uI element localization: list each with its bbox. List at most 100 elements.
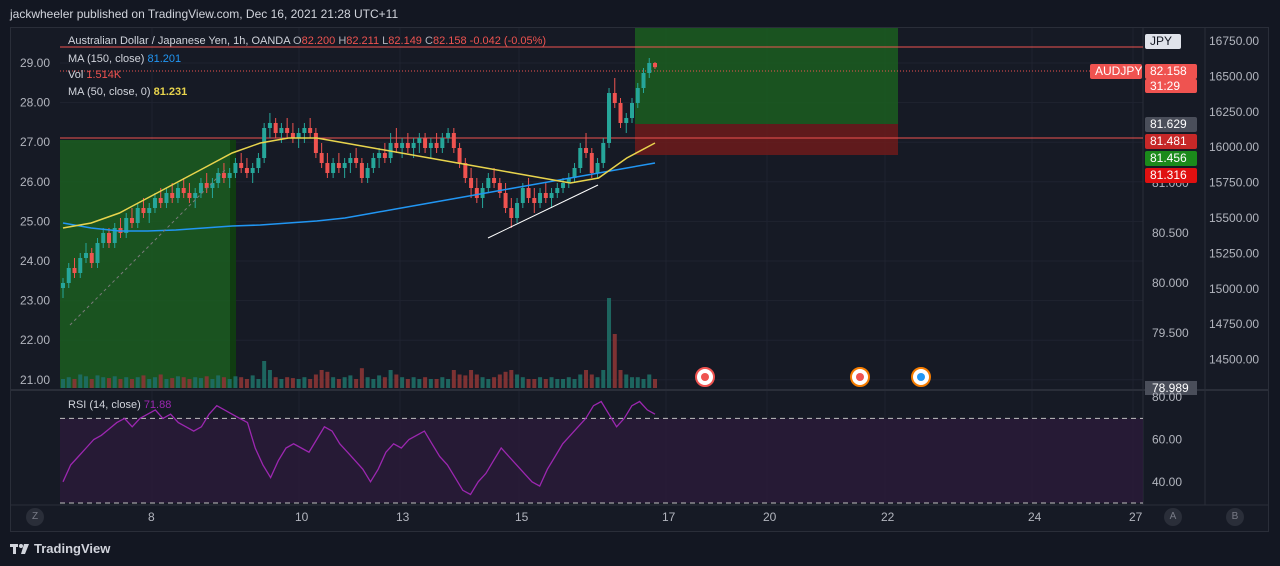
- volume-bar: [204, 376, 209, 388]
- candle-body: [400, 143, 405, 148]
- price-tag-4: 81.629: [1150, 117, 1187, 131]
- price-tag-bg-1: [1090, 64, 1142, 79]
- candle-body: [520, 188, 525, 203]
- volume-bar: [187, 379, 192, 388]
- candle-body: [538, 193, 543, 203]
- candle-body: [66, 268, 71, 283]
- candle-body: [198, 183, 203, 193]
- candle-body: [589, 153, 594, 173]
- candle-body: [308, 128, 313, 133]
- price-tag-0: JPY: [1150, 34, 1172, 48]
- legend-symbol-row: Australian Dollar / Japanese Yen, 1h, OA…: [68, 35, 546, 47]
- candle-body: [492, 178, 497, 183]
- volume-bar: [348, 375, 353, 388]
- candle-body: [428, 143, 433, 148]
- volume-bar: [170, 378, 175, 388]
- volume-bar: [61, 379, 65, 388]
- legend-vol-row[interactable]: Vol 1.514K: [68, 69, 121, 81]
- time-axis-label-4: 17: [662, 510, 676, 524]
- volume-bar: [124, 377, 129, 388]
- volume-bar: [210, 379, 215, 388]
- legend-ma150-row[interactable]: MA (150, close) 81.201: [68, 53, 181, 65]
- time-axis-label-5: 20: [763, 510, 777, 524]
- volume-bar: [440, 377, 445, 388]
- volume-bar: [244, 379, 249, 388]
- second-axis-label-7: 15000.00: [1209, 282, 1259, 296]
- candle-body: [348, 158, 353, 163]
- candle-body: [543, 193, 548, 198]
- candle-body: [578, 148, 583, 168]
- volume-bar: [336, 379, 341, 388]
- second-axis-button[interactable]: B: [1226, 508, 1244, 526]
- volume-bar: [520, 377, 525, 388]
- volume-bar: [273, 377, 278, 388]
- volume-bar: [319, 370, 324, 388]
- candle-body: [503, 193, 508, 208]
- volume-bar: [365, 377, 370, 388]
- candle-body: [170, 193, 175, 198]
- legend-vol-label: Vol: [68, 69, 84, 81]
- zoom-z-button[interactable]: Z: [26, 508, 44, 526]
- time-axis-label-1: 10: [295, 510, 309, 524]
- long-position-zone-left-edge: [230, 140, 236, 388]
- left-axis-label-2: 27.00: [20, 135, 50, 149]
- legend-ma50-value: 81.231: [153, 86, 188, 98]
- time-axis-label-8: 27: [1129, 510, 1143, 524]
- volume-bar: [417, 379, 422, 388]
- volume-bar: [233, 376, 238, 388]
- candle-body: [112, 228, 117, 243]
- volume-bar: [279, 379, 284, 388]
- price-tag-3: 31:29: [1150, 79, 1180, 93]
- legend-rsi-label: RSI (14, close): [68, 399, 141, 411]
- legend-h-value: 82.211: [346, 35, 380, 47]
- legend-ma50-row[interactable]: MA (50, close, 0) 81.231: [68, 86, 187, 98]
- volume-bar: [394, 374, 399, 388]
- legend-rsi-row[interactable]: RSI (14, close) 71.88: [68, 399, 171, 411]
- volume-bar: [342, 377, 347, 388]
- rsi-band-fill: [60, 418, 1143, 503]
- candle-body: [313, 133, 318, 153]
- volume-bar: [474, 374, 479, 388]
- candle-body: [572, 168, 577, 178]
- volume-bar: [647, 374, 652, 388]
- candle-body: [497, 183, 502, 193]
- time-axis-label-3: 15: [515, 510, 529, 524]
- volume-bar: [543, 379, 548, 388]
- volume-bar: [129, 379, 134, 388]
- second-axis-label-3: 16000.00: [1209, 140, 1259, 154]
- price-axis-label-2: 80.000: [1152, 276, 1189, 290]
- auto-scale-button[interactable]: A: [1164, 508, 1182, 526]
- candle-body: [532, 198, 537, 203]
- target-zone-right: [635, 28, 898, 124]
- time-axis-label-2: 13: [396, 510, 410, 524]
- candle-body: [354, 158, 359, 163]
- candle-body: [446, 133, 451, 138]
- volume-bar: [566, 377, 571, 388]
- volume-bar: [216, 375, 221, 388]
- candle-body: [141, 208, 146, 213]
- second-axis-label-4: 15750.00: [1209, 176, 1259, 190]
- volume-bar: [423, 377, 428, 388]
- volume-bar: [101, 377, 106, 388]
- time-axis-label-0: 8: [148, 510, 155, 524]
- tradingview-brand: TradingView: [34, 541, 111, 556]
- volume-bar: [555, 379, 560, 388]
- legend-rsi-value: 71.88: [143, 399, 172, 411]
- left-axis-label-1: 28.00: [20, 96, 50, 110]
- candle-body: [377, 153, 382, 158]
- candle-body: [630, 103, 635, 118]
- publish-caption: jackwheeler published on TradingView.com…: [10, 7, 399, 21]
- price-tag-5: 81.481: [1150, 134, 1187, 148]
- ma50-line: [62, 137, 656, 229]
- second-axis-label-9: 14500.00: [1209, 353, 1259, 367]
- volume-bar: [428, 379, 433, 388]
- candle-body: [72, 268, 77, 273]
- candle-body: [331, 163, 336, 173]
- left-axis-label-6: 23.00: [20, 294, 50, 308]
- volume-bar: [561, 379, 566, 388]
- volume-bar: [181, 377, 186, 388]
- volume-bar: [106, 378, 111, 388]
- volume-bar: [359, 368, 364, 388]
- candle-body: [256, 158, 261, 168]
